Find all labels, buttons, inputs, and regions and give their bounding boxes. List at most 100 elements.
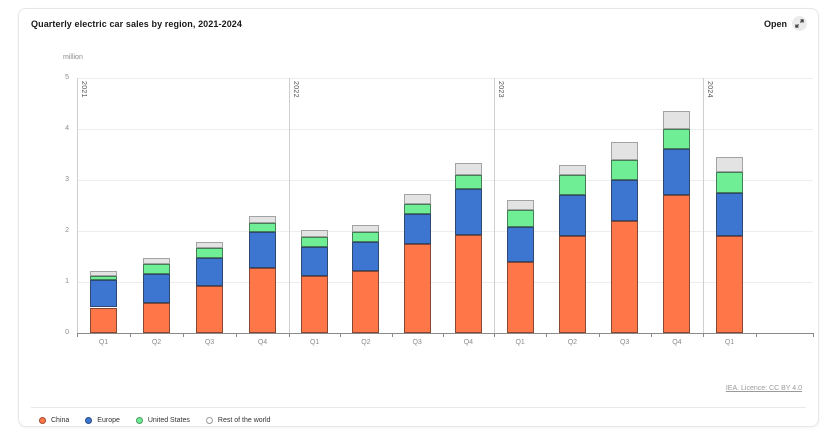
legend-item-united-states[interactable]: United States [135,416,190,424]
bar-segment-united-states-2021-q1[interactable] [90,276,117,281]
bar-segment-europe-2021-q4[interactable] [249,232,276,268]
bar-segment-united-states-2023-q2[interactable] [558,174,586,196]
bar-segment-europe-2022-q2[interactable] [352,241,380,272]
bar-segment-china-2023-q2[interactable] [558,236,586,333]
legend-label-united-states: United States [147,416,190,424]
gridline-y-5 [77,78,813,79]
gridline-y-1 [77,282,813,283]
bar-segment-united-states-2021-q2[interactable] [143,264,170,274]
y-tick-label-1: 1 [65,278,69,285]
legend-item-china[interactable]: China [39,416,70,424]
year-separator-2022 [289,78,290,333]
bar-segment-rest-of-the-world-2022-q3[interactable] [403,193,431,204]
legend-dot-europe [85,416,93,424]
bar-segment-united-states-2022-q2[interactable] [352,231,380,242]
x-category-label-2021-q4: Q4 [257,339,268,346]
bar-segment-rest-of-the-world-2021-q1[interactable] [90,271,117,277]
bar-segment-rest-of-the-world-2023-q4[interactable] [663,111,691,129]
bar-segment-china-2023-q3[interactable] [611,220,639,333]
chart-title: Quarterly electric car sales by region, … [31,19,243,29]
bar-segment-europe-2021-q2[interactable] [143,273,170,304]
legend-divider [31,407,806,408]
year-label-2021: 2021 [80,81,87,98]
x-axis-tick [813,333,814,337]
gridline-y-3 [77,180,813,181]
x-axis-tick [598,333,600,337]
bar-segment-united-states-2021-q3[interactable] [196,248,223,258]
bar-segment-china-2021-q4[interactable] [249,267,276,333]
bar-segment-rest-of-the-world-2022-q1[interactable] [301,230,329,238]
x-axis-tick [340,333,342,337]
x-axis-tick [650,333,652,337]
bar-segment-china-2023-q1[interactable] [506,261,534,333]
x-axis-tick [289,333,290,337]
legend-dot-united-states [135,416,143,424]
year-separator-2023 [494,78,495,333]
bar-segment-china-2021-q3[interactable] [196,285,223,333]
x-category-label-2022-q3: Q3 [412,339,422,346]
bar-segment-rest-of-the-world-2022-q4[interactable] [454,163,482,175]
bar-segment-rest-of-the-world-2021-q4[interactable] [249,215,276,224]
bar-segment-europe-2021-q3[interactable] [196,257,223,286]
bar-segment-europe-2022-q3[interactable] [403,214,431,244]
x-axis-tick [703,333,704,337]
x-category-label-2021-q2: Q2 [151,339,162,346]
bar-segment-china-2021-q2[interactable] [143,303,170,333]
x-category-label-2022-q1: Q1 [309,339,320,346]
bar-segment-europe-2023-q3[interactable] [611,180,639,221]
bar-segment-united-states-2021-q4[interactable] [249,223,276,232]
year-label-2023: 2023 [497,81,504,98]
bar-segment-china-2024-q1[interactable] [716,236,743,333]
bar-segment-europe-2024-q1[interactable] [716,192,743,237]
bar-segment-united-states-2023-q4[interactable] [663,129,691,150]
open-button[interactable]: Open [764,16,807,31]
bar-segment-china-2023-q4[interactable] [663,195,691,333]
bar-segment-rest-of-the-world-2021-q2[interactable] [143,258,170,265]
bar-segment-united-states-2023-q3[interactable] [611,159,639,180]
bar-segment-rest-of-the-world-2023-q2[interactable] [558,164,586,175]
y-tick-label-5: 5 [65,74,69,81]
bar-segment-united-states-2022-q3[interactable] [403,203,431,215]
bar-segment-rest-of-the-world-2024-q1[interactable] [716,157,743,173]
bar-segment-china-2022-q4[interactable] [454,235,482,333]
x-category-label-2022-q2: Q2 [361,339,371,346]
bar-segment-rest-of-the-world-2023-q3[interactable] [611,141,639,160]
bar-segment-rest-of-the-world-2021-q3[interactable] [196,241,223,249]
year-label-2024: 2024 [706,81,713,98]
x-axis-tick [442,333,444,337]
x-axis-tick [494,333,495,337]
bar-segment-europe-2023-q2[interactable] [558,195,586,237]
bar-segment-europe-2022-q4[interactable] [454,189,482,236]
x-axis-tick [130,333,131,337]
bar-segment-china-2022-q1[interactable] [301,276,329,333]
x-category-label-2021-q1: Q1 [98,339,109,346]
y-tick-label-0: 0 [65,329,69,336]
bar-segment-rest-of-the-world-2023-q1[interactable] [506,199,534,211]
bar-segment-europe-2021-q1[interactable] [90,280,117,308]
x-axis-tick [756,333,757,337]
bar-segment-china-2022-q2[interactable] [352,271,380,333]
x-category-label-2023-q1: Q1 [515,339,525,346]
legend-label-china: China [51,416,70,424]
legend-dot-rest-of-the-world [205,416,213,424]
x-axis-tick [183,333,184,337]
bar-segment-united-states-2022-q4[interactable] [454,174,482,190]
x-category-label-2024-q1: Q1 [724,339,735,346]
expand-icon[interactable] [792,16,807,31]
bar-segment-united-states-2023-q1[interactable] [506,210,534,227]
licence-link[interactable]: IEA. Licence: CC BY 4.0 [725,385,802,392]
bar-segment-china-2022-q3[interactable] [403,243,431,333]
bar-segment-united-states-2022-q1[interactable] [301,237,329,247]
bar-segment-united-states-2024-q1[interactable] [716,172,743,193]
y-tick-label-3: 3 [65,176,69,183]
x-category-label-2023-q2: Q2 [567,339,578,346]
bar-segment-europe-2023-q1[interactable] [506,226,534,262]
legend-item-europe[interactable]: Europe [85,416,120,424]
bar-segment-europe-2022-q1[interactable] [301,246,329,277]
bar-segment-europe-2023-q4[interactable] [663,149,691,196]
legend-item-rest-of-the-world[interactable]: Rest of the world [205,416,270,424]
y-tick-label-4: 4 [65,125,69,132]
bar-segment-rest-of-the-world-2022-q2[interactable] [352,224,380,232]
bar-segment-china-2021-q1[interactable] [90,307,117,333]
x-axis-tick [77,333,78,337]
